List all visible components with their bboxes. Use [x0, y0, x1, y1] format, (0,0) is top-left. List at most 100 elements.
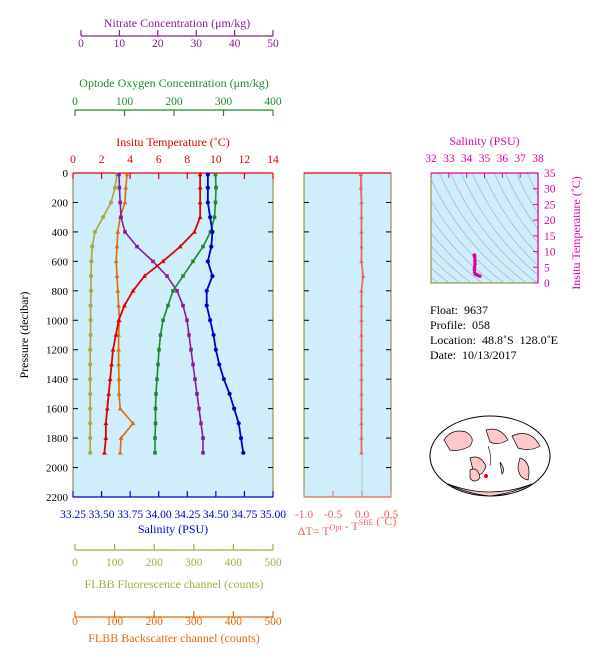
delta-point [359, 391, 364, 396]
salinity-axis-title: Salinity (PSU) [138, 522, 208, 536]
fluorescence-tick-label: 300 [185, 557, 203, 569]
nitrate-point [175, 289, 179, 293]
delta-tick-label: -1.0 [295, 509, 313, 521]
temperature-point [197, 214, 203, 219]
nitrate-tick-label: 40 [229, 38, 241, 50]
delta-point [359, 200, 364, 205]
salinity-point [236, 421, 241, 426]
delta-point [359, 288, 364, 293]
ts-salinity-tick-label: 32 [425, 153, 437, 165]
nitrate-point [201, 436, 205, 440]
ts-salinity-tick-label: 38 [532, 153, 544, 165]
ts-density-contour [431, 245, 472, 283]
salinity-point [205, 259, 210, 264]
backscatter-point [116, 302, 121, 308]
ts-salinity-tick-label: 34 [461, 153, 473, 165]
fluorescence-point [88, 347, 93, 352]
delta-point [359, 229, 364, 234]
fluorescence-tick-label: 400 [225, 557, 243, 569]
nitrate-tick-label: 0 [78, 38, 84, 50]
salinity-point [205, 200, 210, 205]
fluorescence-point [88, 273, 94, 279]
oxygen-point [213, 200, 218, 205]
pressure-tick-label: 400 [52, 227, 69, 239]
ts-density-contour [431, 217, 494, 283]
salinity-point [205, 172, 210, 177]
temperature-point [102, 450, 107, 455]
backscatter-tick-label: 500 [264, 616, 282, 628]
ts-temperature-tick-label: 35 [544, 168, 556, 180]
backscatter-tick-label: 100 [106, 616, 124, 628]
oxygen-point [161, 318, 165, 323]
nitrate-tick-label: 20 [152, 38, 164, 50]
oxygen-point [153, 406, 158, 411]
ts-point [472, 268, 477, 272]
nitrate-point [199, 421, 203, 426]
oxygen-point [213, 172, 218, 177]
backscatter-point [124, 171, 130, 177]
ts-salinity-tick-label: 37 [514, 153, 526, 165]
delta-point [359, 244, 364, 249]
oxygen-point [166, 303, 170, 308]
delta-point [359, 347, 364, 352]
oxygen-point [153, 421, 158, 426]
nitrate-point [119, 215, 123, 219]
pressure-tick-label: 800 [52, 286, 69, 298]
ts-point [473, 259, 477, 263]
ts-point [478, 274, 482, 278]
nitrate-point [195, 392, 199, 396]
nitrate-point [197, 406, 201, 411]
oxygen-tick-label: 300 [215, 96, 233, 108]
temperature-tick-label: 0 [70, 154, 76, 166]
salinity-point [205, 185, 210, 190]
salinity-point [210, 229, 215, 235]
pressure-tick-label: 1400 [46, 374, 69, 386]
nitrate-point [187, 333, 191, 337]
temperature-point [130, 288, 136, 293]
pressure-tick-label: 1800 [46, 433, 69, 445]
map-land [447, 483, 533, 497]
salinity-point [211, 332, 216, 338]
nitrate-point [201, 451, 205, 455]
fluorescence-tick-label: 500 [264, 557, 282, 569]
nitrate-axis-title: Nitrate Concentration (μm/kg) [104, 16, 250, 30]
float-location-marker [484, 474, 488, 478]
ts-salinity-tick-label: 36 [497, 153, 509, 165]
delta-axis-title: ΔT= TOpt - TSBE (˚C) [298, 514, 397, 538]
map-land [499, 461, 504, 475]
delta-point [359, 332, 364, 337]
salinity-tick-label: 34.00 [146, 509, 172, 521]
nitrate-point [193, 377, 197, 381]
delta-label-superscript: SBE [359, 518, 374, 527]
delta-tick-label: -0.5 [324, 509, 342, 521]
delta-line [360, 174, 364, 453]
oxygen-point [156, 362, 160, 367]
delta-point [359, 214, 364, 219]
ts-density-contour [515, 173, 538, 214]
pressure-tick-label: 600 [52, 256, 69, 268]
salinity-point [209, 244, 214, 249]
oxygen-point [191, 259, 195, 264]
pressure-tick-label: 2200 [46, 492, 69, 504]
backscatter-tick-label: 200 [146, 616, 164, 628]
backscatter-tick-label: 300 [185, 616, 203, 628]
ts-temperature-tick-label: 10 [544, 247, 556, 259]
nitrate-tick-label: 30 [190, 38, 202, 50]
salinity-point [217, 362, 222, 367]
backscatter-line [115, 174, 135, 453]
oxygen-tick-label: 0 [72, 96, 78, 108]
delta-point [358, 172, 364, 177]
ts-contours [431, 173, 538, 283]
nitrate-point [118, 200, 122, 205]
delta-tick-label: 0.0 [355, 509, 370, 521]
delta-label-superscript: Opt [330, 523, 343, 532]
delta-point [359, 435, 364, 440]
temperature-point [103, 420, 109, 426]
delta-point [359, 420, 364, 426]
ts-salinity-tick-label: 35 [479, 153, 491, 165]
map-land [443, 430, 473, 451]
fluorescence-point [108, 200, 114, 205]
fluorescence-point [88, 303, 93, 308]
ts-temperature-axis-title: Insitu Temperature (˚C) [569, 176, 583, 290]
